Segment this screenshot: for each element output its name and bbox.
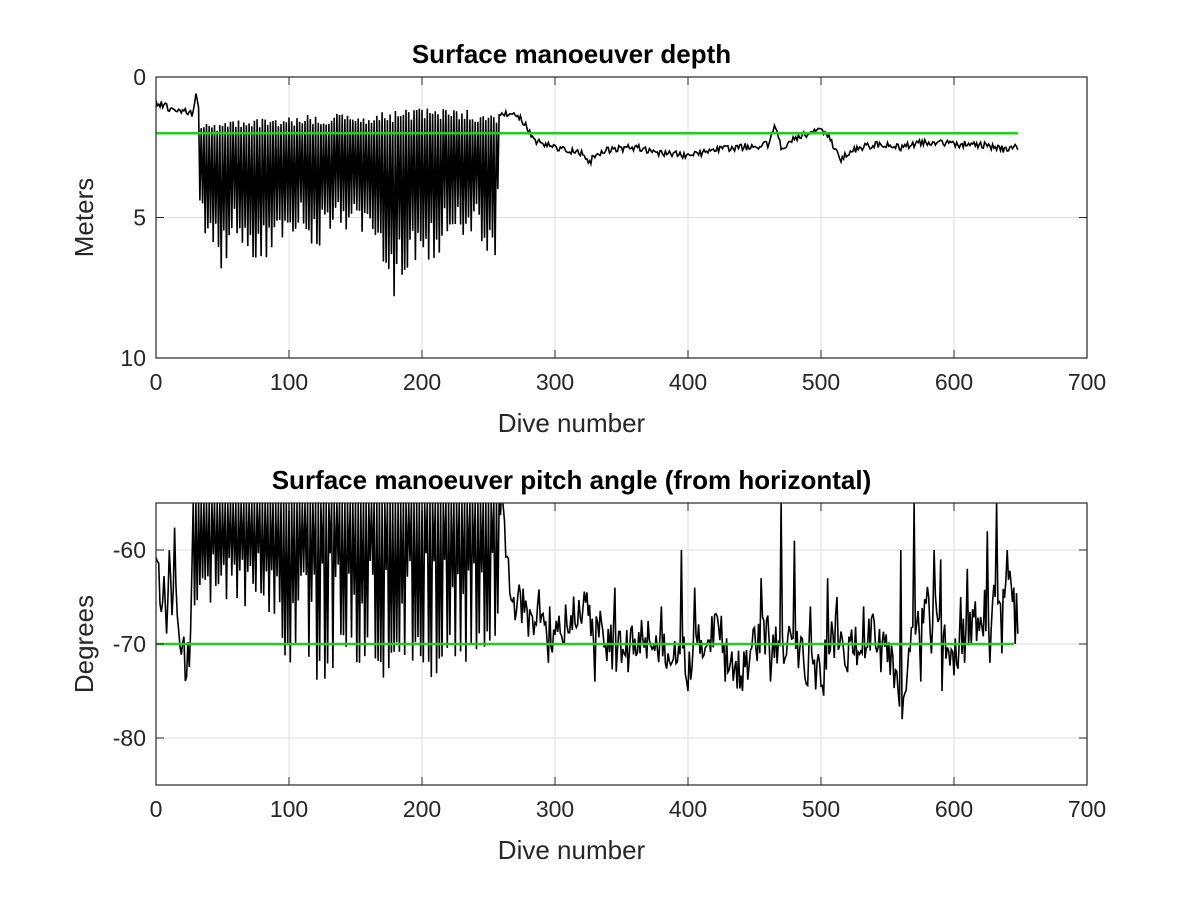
- x-tick-label: 700: [1068, 369, 1106, 395]
- x-tick-label: 300: [536, 796, 574, 822]
- data-series-line: [156, 503, 1019, 720]
- y-axis-label: Degrees: [69, 595, 99, 693]
- x-tick-label: 200: [403, 796, 441, 822]
- data-series-line: [156, 93, 1019, 297]
- chart-title: Surface manoeuver pitch angle (from hori…: [272, 465, 872, 495]
- x-tick-label: 500: [802, 369, 840, 395]
- x-tick-label: 500: [802, 796, 840, 822]
- y-tick-label: -70: [113, 631, 146, 657]
- x-tick-label: 100: [270, 796, 308, 822]
- y-tick-label: 0: [133, 64, 146, 90]
- x-tick-label: 400: [669, 796, 707, 822]
- y-tick-label: -60: [113, 537, 146, 563]
- y-axis-label: Meters: [69, 178, 99, 257]
- x-tick-label: 600: [935, 796, 973, 822]
- x-tick-label: 400: [669, 369, 707, 395]
- y-tick-label: 10: [120, 345, 146, 371]
- chart-title: Surface manoeuver depth: [412, 39, 731, 69]
- y-tick-label: -80: [113, 725, 146, 751]
- x-tick-label: 300: [536, 369, 574, 395]
- x-tick-label: 100: [270, 369, 308, 395]
- x-tick-label: 700: [1068, 796, 1106, 822]
- x-tick-label: 600: [935, 369, 973, 395]
- x-tick-label: 0: [150, 369, 163, 395]
- x-axis-label: Dive number: [498, 408, 646, 438]
- x-tick-label: 0: [150, 796, 163, 822]
- x-axis-label: Dive number: [498, 835, 646, 865]
- y-tick-label: 5: [133, 205, 146, 231]
- x-tick-label: 200: [403, 369, 441, 395]
